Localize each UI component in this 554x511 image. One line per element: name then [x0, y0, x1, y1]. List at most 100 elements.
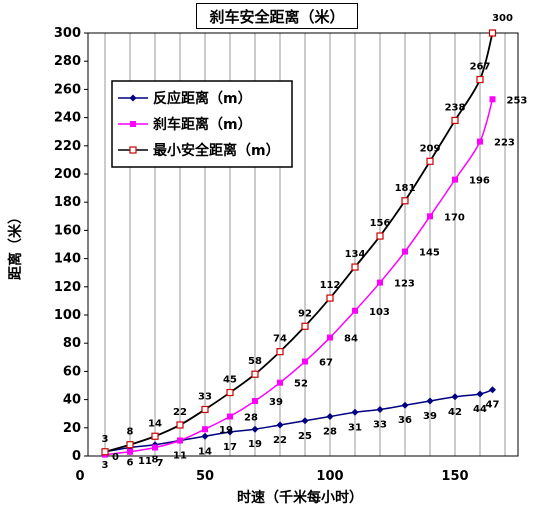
y-tick-label: 120 [54, 280, 81, 295]
data-label-extra: 7 [157, 458, 164, 469]
point-braking [452, 176, 458, 183]
data-label-braking: 67 [319, 358, 333, 369]
data-label-safety: 112 [320, 280, 341, 291]
data-label-safety: 209 [420, 143, 441, 154]
y-tick-label: 260 [54, 82, 81, 97]
y-tick-label: 280 [54, 54, 81, 69]
y-tick-label: 140 [54, 252, 81, 267]
point-safety [351, 263, 359, 271]
x-tick-label: 100 [316, 469, 343, 484]
point-braking [302, 358, 308, 365]
data-label-reaction: 44 [473, 404, 487, 415]
data-label-reaction: 8 [152, 455, 159, 466]
data-label-safety: 45 [223, 375, 237, 386]
data-label-safety: 74 [273, 334, 287, 345]
point-reaction [251, 425, 259, 433]
point-braking [377, 279, 383, 286]
data-label-safety: 300 [492, 13, 513, 24]
axes: 0 20 40 60 80 100 120 140 160 180 200 220 240 260 280 3… [54, 26, 519, 484]
y-tick-label: 60 [63, 364, 81, 379]
point-reaction [401, 401, 409, 409]
point-braking [227, 413, 233, 420]
point-safety [101, 448, 109, 456]
legend: 反应距离（m） 刹车距离（m） 最小安全距离（m） [111, 80, 293, 168]
point-safety [201, 405, 209, 414]
y-tick-label: 300 [54, 26, 81, 41]
legend-label-safety: 最小安全距离（m） [153, 142, 280, 159]
point-braking [489, 96, 496, 103]
point-reaction [351, 408, 359, 416]
data-label-braking: 103 [369, 307, 390, 318]
x-axis-label: 时速（千米每小时） [237, 489, 363, 506]
y-tick-label: 0 [72, 449, 81, 464]
y-tick-label: 180 [54, 195, 81, 210]
data-label-braking: 253 [507, 95, 528, 106]
point-reaction [489, 386, 496, 394]
data-label-reaction: 14 [198, 446, 212, 457]
point-reaction [226, 428, 234, 436]
y-tick-label: 20 [63, 421, 81, 436]
plot-frame [87, 32, 519, 457]
y-tick-label: 220 [54, 139, 81, 154]
point-safety [276, 348, 284, 356]
data-label-safety: 181 [395, 183, 416, 194]
data-label-reaction: 25 [298, 431, 312, 442]
data-label-safety: 8 [127, 427, 134, 438]
data-label-braking: 28 [244, 413, 258, 424]
point-braking [277, 379, 283, 386]
y-tick-label: 160 [54, 223, 81, 238]
chart-title: 刹车安全距离（米） [196, 3, 358, 29]
legend-label-reaction: 反应距离（m） [153, 90, 252, 107]
data-label-safety: 33 [198, 391, 212, 402]
point-reaction [276, 421, 284, 429]
data-label-safety: 14 [148, 418, 162, 429]
y-tick-label: 200 [54, 167, 81, 182]
data-label-braking: 170 [444, 212, 465, 223]
data-label-safety: 3 [102, 434, 109, 445]
y-tick-label: 80 [63, 336, 81, 351]
x-tick-label: 50 [196, 469, 214, 484]
data-label-braking: 145 [419, 248, 440, 259]
data-label-reaction: 31 [348, 422, 362, 433]
data-label-safety: 22 [173, 407, 187, 418]
point-braking [427, 213, 433, 220]
data-label-reaction: 28 [323, 427, 337, 438]
point-braking [352, 307, 358, 314]
point-reaction [451, 393, 459, 401]
data-label-braking: 39 [269, 397, 283, 408]
point-safety [176, 421, 184, 429]
data-label-reaction: 47 [486, 400, 500, 411]
data-label-safety: 267 [470, 62, 491, 73]
point-safety [301, 322, 309, 330]
point-braking [252, 398, 258, 405]
point-safety [251, 370, 259, 378]
data-label-extra: 11 [138, 456, 152, 467]
data-label-braking: 123 [394, 279, 415, 290]
data-label-reaction: 22 [273, 435, 287, 446]
data-label-reaction: 36 [398, 415, 412, 426]
point-safety [226, 388, 234, 397]
point-safety [126, 441, 134, 449]
point-braking [202, 426, 208, 433]
point-braking [152, 444, 158, 451]
data-labels: 3 6 8 11 14 17 19 22 25 28 31 33 36 39 42 4447192839526… [102, 13, 528, 471]
point-reaction [376, 405, 384, 413]
y-tick-label: 40 [63, 393, 81, 408]
point-reaction [201, 432, 209, 440]
point-safety [488, 29, 497, 37]
data-label-braking: 19 [219, 425, 233, 436]
data-label-braking: 223 [494, 138, 515, 149]
point-safety [151, 432, 159, 440]
y-tick-label: 240 [54, 111, 81, 126]
data-label-safety: 134 [345, 249, 366, 260]
x-tick-label: 150 [441, 469, 468, 484]
point-safety [476, 75, 484, 84]
data-label-safety: 156 [370, 218, 391, 229]
legend-marker-braking [130, 121, 136, 127]
data-label-reaction: 6 [127, 458, 134, 469]
point-braking [327, 334, 333, 341]
point-braking [402, 248, 408, 255]
point-safety [451, 116, 459, 125]
